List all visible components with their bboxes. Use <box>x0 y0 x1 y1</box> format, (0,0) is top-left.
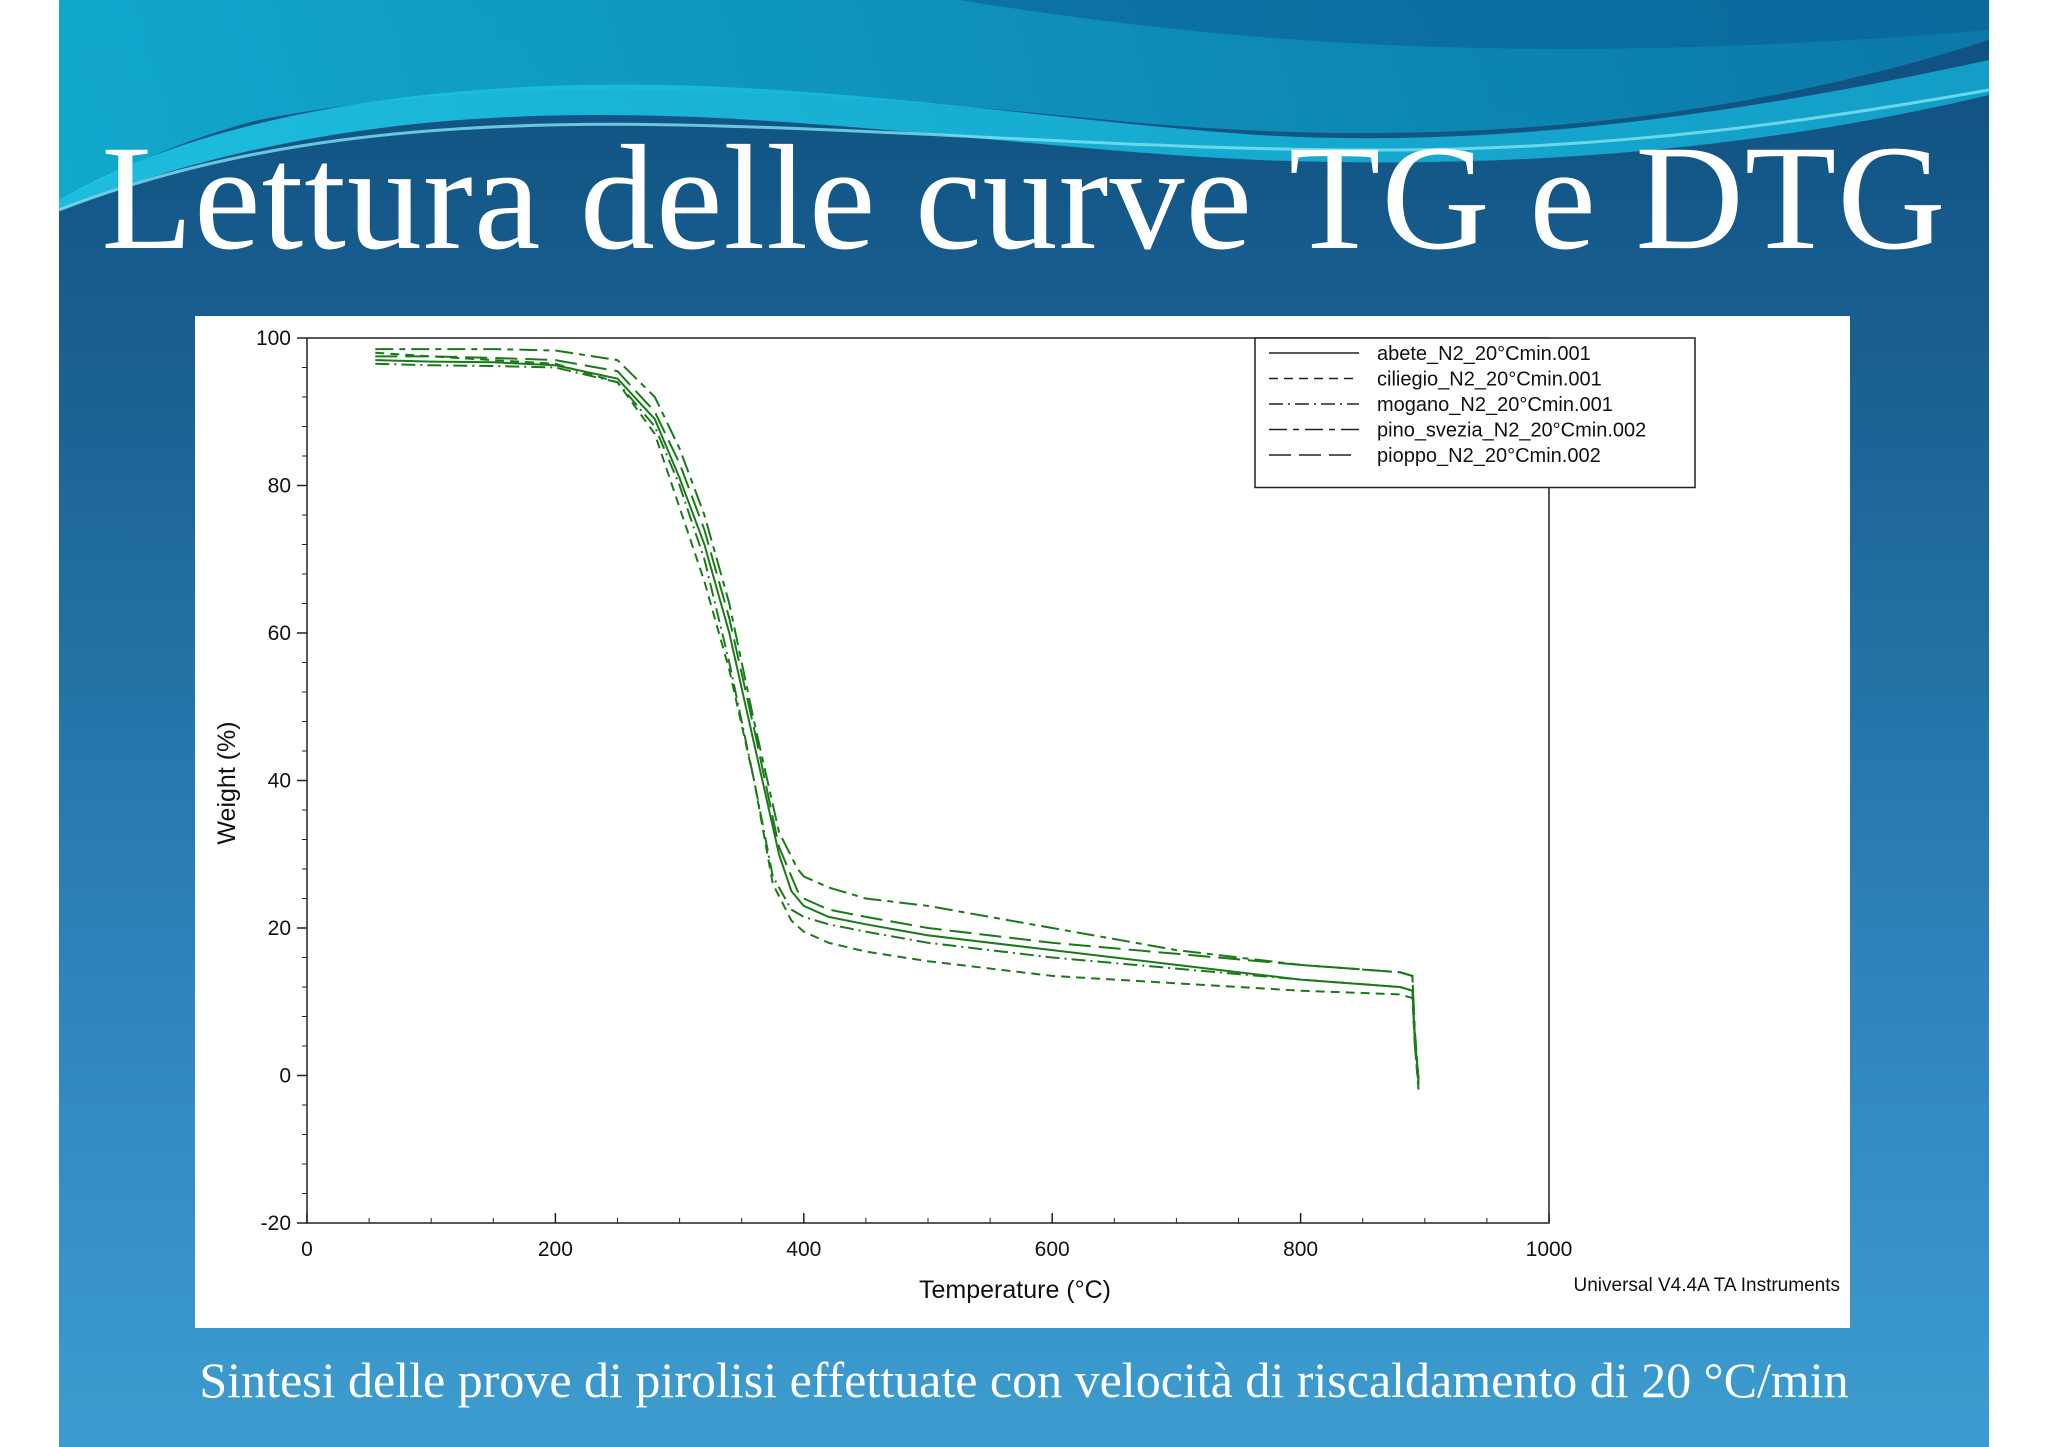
y-tick-label: 40 <box>268 770 291 793</box>
y-tick-label: -20 <box>261 1212 291 1235</box>
x-tick-label: 0 <box>301 1238 313 1261</box>
y-tick-label: 60 <box>268 622 291 645</box>
x-axis-label: Temperature (°C) <box>919 1276 1111 1304</box>
legend-label: ciliegio_N2_20°Cmin.001 <box>1377 369 1602 391</box>
slide-caption: Sintesi delle prove di pirolisi effettua… <box>199 1352 1849 1408</box>
y-tick-label: 0 <box>279 1065 291 1088</box>
legend-label: abete_N2_20°Cmin.001 <box>1377 343 1591 365</box>
legend-label: pino_svezia_N2_20°Cmin.002 <box>1377 420 1646 442</box>
tga-chart: 0 200 400 600 800 1000 -20 0 20 40 60 80 100 abete_N… <box>213 327 1840 1304</box>
x-tick-label: 800 <box>1283 1238 1318 1261</box>
slide-title: Lettura delle curve TG e DTG <box>101 115 1947 281</box>
instrument-footer: Universal V4.4A TA Instruments <box>1574 1275 1840 1296</box>
axes-layer: 0 200 400 600 800 1000 -20 0 20 40 60 80 100 <box>256 327 1572 1261</box>
slide: Lettura delle curve TG e DTG 0 200 400 600 8… <box>59 0 1989 1447</box>
series-line-4 <box>375 348 1420 1080</box>
legend: abete_N2_20°Cmin.001 ciliegio_N2_20°Cmin.… <box>1254 337 1696 489</box>
header-wave-decoration <box>59 0 1989 212</box>
chart-panel: 0 200 400 600 800 1000 -20 0 20 40 60 80 100 abete_N… <box>195 316 1850 1328</box>
x-tick-label: 1000 <box>1526 1238 1573 1261</box>
x-tick-label: 200 <box>538 1238 573 1261</box>
y-tick-label: 100 <box>256 327 291 350</box>
x-tick-label: 600 <box>1035 1238 1070 1261</box>
series-line-3 <box>375 362 1420 1087</box>
series-line-5 <box>375 355 1420 1080</box>
y-tick-label: 20 <box>268 917 291 940</box>
legend-box <box>1254 337 1696 489</box>
legend-label: mogano_N2_20°Cmin.001 <box>1377 394 1613 416</box>
y-axis-label: Weight (%) <box>213 721 241 844</box>
legend-label: pioppo_N2_20°Cmin.002 <box>1377 445 1601 467</box>
y-tick-label: 80 <box>268 475 291 498</box>
series-line-2 <box>375 351 1420 1091</box>
series-layer <box>375 348 1420 1091</box>
x-tick-label: 400 <box>786 1238 821 1261</box>
